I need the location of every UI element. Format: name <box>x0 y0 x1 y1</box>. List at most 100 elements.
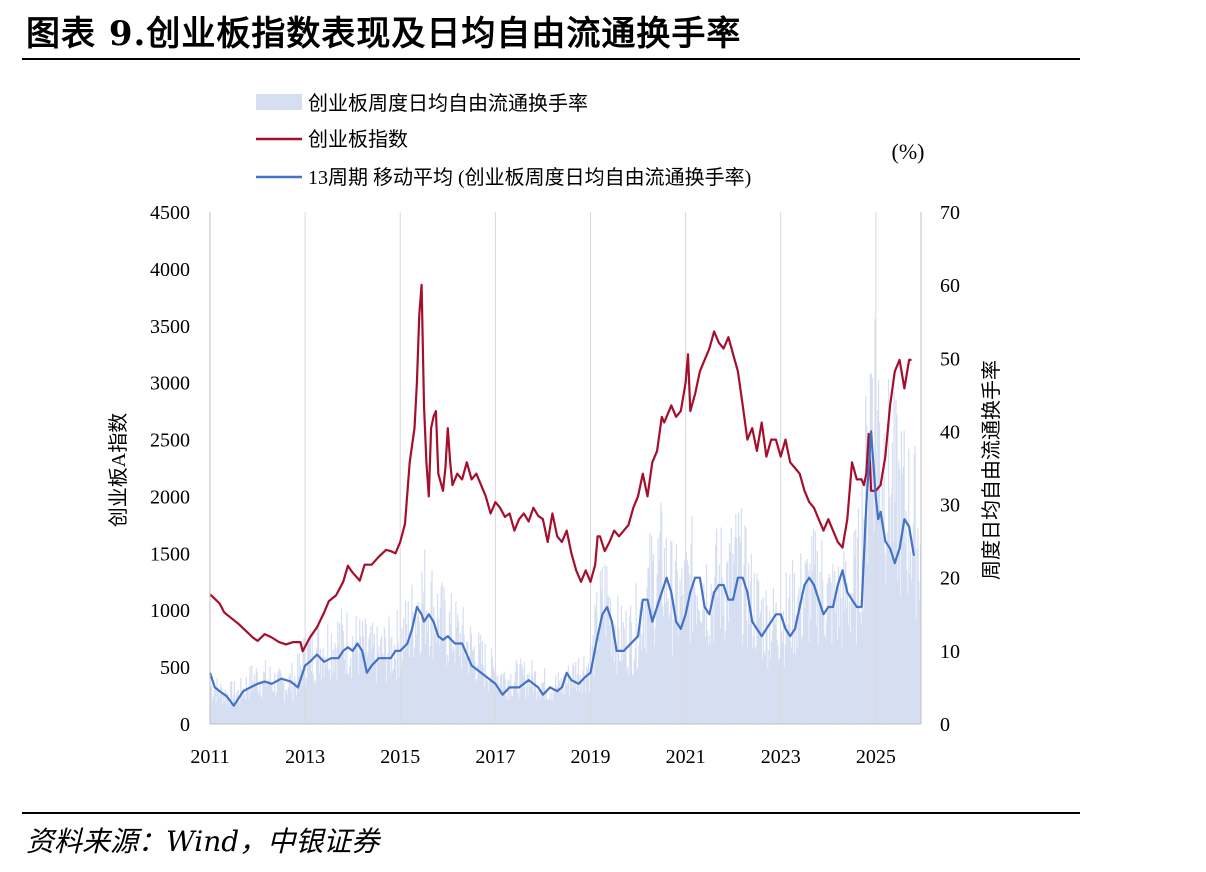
turnover-bar <box>479 643 481 724</box>
y-right-tick-label: 0 <box>940 714 950 736</box>
turnover-bar <box>850 593 852 724</box>
turnover-bar <box>270 682 272 724</box>
turnover-bar <box>841 646 843 724</box>
turnover-bar <box>885 583 887 724</box>
turnover-bar <box>722 614 724 724</box>
turnover-bar <box>608 596 610 724</box>
turnover-bar <box>308 644 311 724</box>
turnover-bar <box>863 518 865 724</box>
turnover-bar <box>773 620 775 724</box>
turnover-bar <box>919 599 921 724</box>
turnover-bar <box>665 537 667 724</box>
turnover-bar <box>604 564 606 724</box>
turnover-bar <box>302 646 304 724</box>
turnover-bar <box>518 699 520 724</box>
turnover-bar <box>557 672 559 724</box>
turnover-bar <box>362 637 365 724</box>
turnover-bar <box>867 494 870 724</box>
turnover-bar <box>501 689 504 724</box>
turnover-bar <box>341 624 343 724</box>
turnover-bar <box>272 690 274 724</box>
turnover-bar <box>587 669 589 724</box>
turnover-bar <box>254 683 257 724</box>
turnover-bar <box>778 659 780 724</box>
turnover-bar <box>547 698 549 724</box>
turnover-bar <box>573 665 575 724</box>
turnover-bar <box>656 574 658 724</box>
turnover-bar <box>404 600 407 724</box>
turnover-bar <box>550 699 552 724</box>
turnover-bar <box>352 648 354 724</box>
turnover-bar <box>701 622 703 724</box>
turnover-bar <box>569 678 571 724</box>
turnover-bar <box>639 609 641 724</box>
turnover-bar <box>808 641 810 724</box>
turnover-bar <box>788 597 790 724</box>
turnover-bar <box>816 551 818 724</box>
y-left-tick-label: 2500 <box>150 430 190 452</box>
turnover-bar <box>752 636 754 724</box>
turnover-bar <box>813 564 816 724</box>
turnover-bar <box>853 531 855 724</box>
turnover-bar <box>653 644 656 724</box>
turnover-bar <box>248 699 250 724</box>
turnover-bar <box>375 682 377 724</box>
turnover-bar <box>517 692 519 724</box>
turnover-bar <box>791 648 793 724</box>
turnover-bar <box>732 553 734 724</box>
turnover-bar <box>623 628 625 724</box>
turnover-bar <box>741 644 743 724</box>
turnover-bar <box>319 649 322 724</box>
turnover-bar <box>554 675 557 724</box>
turnover-bar <box>592 634 594 724</box>
turnover-bar <box>631 675 634 724</box>
turnover-bar <box>821 540 823 724</box>
turnover-bar <box>420 650 422 724</box>
turnover-bar <box>826 583 828 724</box>
turnover-bar <box>864 545 866 724</box>
turnover-bar <box>577 658 580 724</box>
turnover-bar <box>796 647 798 724</box>
turnover-bar <box>753 572 755 724</box>
turnover-bar <box>879 509 882 724</box>
turnover-bar <box>593 676 595 724</box>
y-left-axis-label: 创业板A指数 <box>107 413 130 527</box>
x-tick-label: 2019 <box>570 746 610 768</box>
turnover-bar <box>688 574 690 724</box>
turnover-bar <box>865 396 867 724</box>
turnover-bar <box>598 627 601 724</box>
turnover-bar <box>283 683 285 724</box>
turnover-bar <box>339 623 341 724</box>
turnover-bar <box>912 524 914 724</box>
turnover-bar <box>758 581 760 724</box>
turnover-bar <box>414 611 417 724</box>
turnover-bar <box>242 698 244 724</box>
y-right-axis-label: 周度日均自由流通换手率 <box>980 360 1003 580</box>
turnover-bar <box>742 634 744 724</box>
turnover-bar <box>499 687 501 724</box>
turnover-bar <box>658 560 660 724</box>
turnover-bar <box>382 656 385 724</box>
turnover-bar <box>724 638 726 724</box>
turnover-bar <box>474 661 476 724</box>
turnover-bar <box>327 623 329 724</box>
turnover-bar <box>263 671 265 724</box>
turnover-bar <box>447 654 449 724</box>
turnover-bar <box>726 563 728 724</box>
turnover-bar <box>657 537 659 724</box>
turnover-bar <box>264 660 267 724</box>
top-rule <box>22 58 1080 60</box>
turnover-bar <box>271 683 273 724</box>
turnover-bar <box>769 611 771 724</box>
turnover-bar <box>290 690 292 724</box>
turnover-bar <box>401 627 403 724</box>
turnover-bar <box>890 494 893 724</box>
turnover-bar <box>376 626 378 724</box>
turnover-bar <box>672 655 674 724</box>
turnover-bar <box>747 647 749 724</box>
turnover-bar <box>508 680 510 724</box>
turnover-bar <box>479 635 482 724</box>
turnover-bar <box>403 617 405 724</box>
turnover-bar <box>365 624 367 724</box>
turnover-bar <box>443 586 445 724</box>
